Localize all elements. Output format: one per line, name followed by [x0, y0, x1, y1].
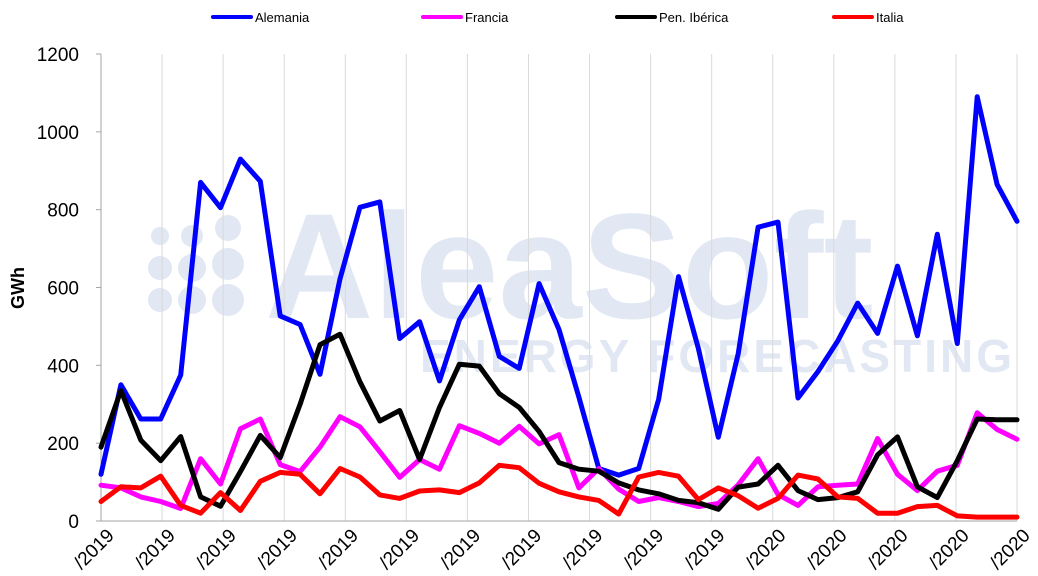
x-tick-label: /2019 — [620, 525, 668, 573]
x-tick-label: /2019 — [131, 525, 179, 573]
x-tick-label: /2019 — [559, 525, 607, 573]
y-tick-label: 1000 — [37, 123, 79, 144]
series-line-alemania — [98, 94, 1020, 478]
series-lines — [98, 94, 1020, 520]
y-axis-ticks: 0 200 400 600 800 1000 1200 — [37, 45, 101, 533]
y-tick-label: 600 — [47, 279, 79, 300]
x-tick-label: /2019 — [314, 525, 362, 573]
x-tick-label: /2019 — [498, 525, 546, 573]
x-axis-ticks: /2019/2019/2019/2019/2019/2019/2019/2019… — [70, 525, 1034, 573]
y-tick-label: 0 — [68, 512, 79, 533]
series-line-pen-ib-rica — [98, 331, 1020, 512]
watermark-dots-icon — [148, 215, 244, 316]
x-tick-label: /2020 — [742, 525, 790, 573]
y-tick-label: 800 — [47, 201, 79, 222]
x-tick-label: /2019 — [681, 525, 729, 573]
x-tick-label: /2019 — [253, 525, 301, 573]
x-tick-label: /2020 — [803, 525, 851, 573]
aleasoft-watermark: AleaSoft ENERGY FORECASTING — [148, 182, 1015, 382]
legend-item: Francia — [421, 10, 509, 25]
series-line-italia — [98, 462, 1020, 520]
y-tick-label: 1200 — [37, 45, 79, 66]
x-tick-label: /2020 — [925, 525, 973, 573]
legend-label: Alemania — [255, 10, 310, 25]
watermark-tagline: ENERGY FORECASTING — [420, 330, 1015, 382]
x-tick-label: /2020 — [864, 525, 912, 573]
legend-item: Italia — [832, 10, 904, 25]
legend-label: Italia — [876, 10, 904, 25]
legend-label: Pen. Ibérica — [659, 10, 729, 25]
y-tick-label: 400 — [47, 356, 79, 377]
y-tick-label: 200 — [47, 434, 79, 455]
legend-item: Pen. Ibérica — [615, 10, 729, 25]
y-axis-label: GWh — [8, 267, 28, 309]
legend-label: Francia — [465, 10, 509, 25]
x-tick-label: /2019 — [192, 525, 240, 573]
grid — [161, 54, 1018, 521]
series-line-francia — [98, 410, 1020, 511]
x-tick-label: /2019 — [437, 525, 485, 573]
watermark-brand: AleaSoft — [265, 182, 873, 350]
x-tick-label: /2019 — [376, 525, 424, 573]
legend-item: Alemania — [211, 10, 310, 25]
x-tick-label: /2020 — [986, 525, 1034, 573]
legend: Alemania Francia Pen. Ibérica Italia — [211, 10, 904, 25]
